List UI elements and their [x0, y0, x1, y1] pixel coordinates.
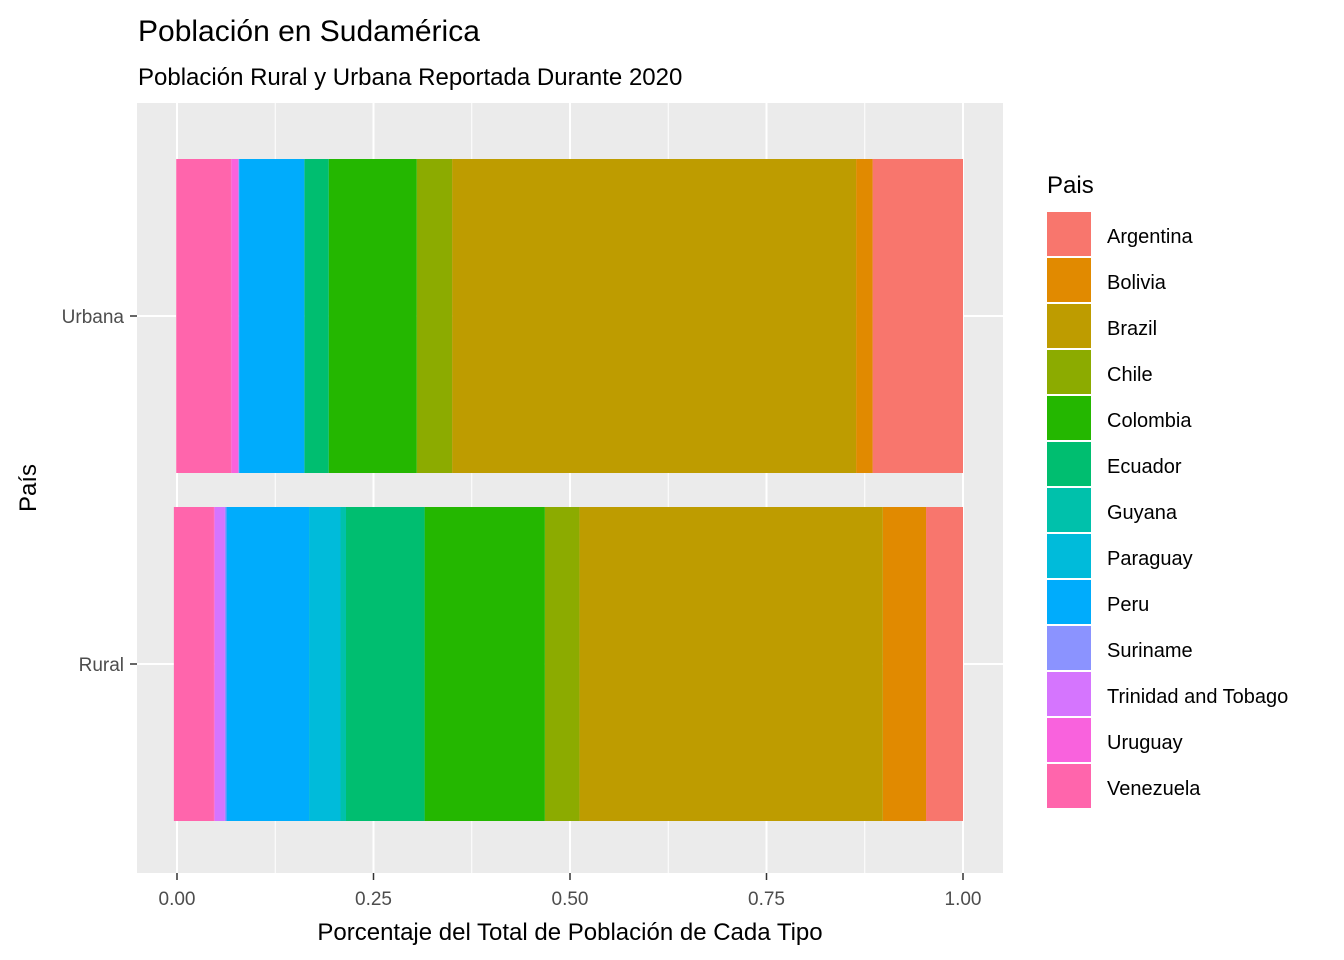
legend-key [1047, 304, 1091, 348]
legend-label: Argentina [1107, 226, 1193, 248]
y-axis-title: País [15, 464, 42, 512]
legend-label: Ecuador [1107, 456, 1182, 478]
bar-urbana-brazil [452, 159, 857, 473]
bar-rural-suriname [224, 507, 227, 821]
x-tick-label: 0.25 [355, 889, 392, 910]
bar-rural-colombia [424, 507, 545, 821]
bar-rural-bolivia [882, 507, 927, 821]
legend-label: Guyana [1107, 502, 1178, 524]
bar-urbana-argentina [872, 159, 963, 473]
legend-key [1047, 396, 1091, 440]
legend-key [1047, 350, 1091, 394]
chart-subtitle: Población Rural y Urbana Reportada Duran… [138, 64, 682, 91]
x-tick-label: 0.00 [159, 889, 196, 910]
legend-key [1047, 534, 1091, 578]
legend-label: Bolivia [1107, 272, 1167, 294]
x-tick-label: 0.50 [552, 889, 589, 910]
legend-key [1047, 672, 1091, 716]
bar-urbana-chile [416, 159, 453, 473]
legend-key [1047, 258, 1091, 302]
bar-urbana-bolivia [856, 159, 873, 473]
legend-label: Colombia [1107, 410, 1192, 432]
bar-rural-brazil [579, 507, 883, 821]
legend-label: Trinidad and Tobago [1107, 686, 1288, 708]
bar-rural-argentina [926, 507, 963, 821]
bar-rural-guyana [340, 507, 346, 821]
legend: Pais Argentina Bolivia Brazil Chile Colombia… [1047, 172, 1288, 808]
legend-label: Venezuela [1107, 778, 1201, 800]
legend-label: Chile [1107, 364, 1153, 386]
bar-urbana-ecuador [304, 159, 329, 473]
bar-rural-ecuador [345, 507, 425, 821]
bar-rural-chile [544, 507, 580, 821]
bar-urbana-uruguay [231, 159, 239, 473]
bar-rural-uruguay [213, 507, 215, 821]
legend-label: Brazil [1107, 318, 1157, 340]
legend-key [1047, 488, 1091, 532]
legend-title: Pais [1047, 172, 1094, 199]
chart-title: Población en Sudamérica [138, 15, 480, 48]
legend-key [1047, 442, 1091, 486]
bar-urbana-venezuela [176, 159, 232, 473]
bar-rural-venezuela [173, 507, 214, 821]
legend-label: Paraguay [1107, 548, 1193, 570]
bar-urbana-peru [239, 159, 305, 473]
x-axis-title: Porcentaje del Total de Población de Cad… [317, 919, 822, 946]
legend-key [1047, 626, 1091, 670]
legend-label: Uruguay [1107, 732, 1183, 754]
x-tick-label: 1.00 [945, 889, 982, 910]
x-tick-label: 0.75 [748, 889, 785, 910]
bar-urbana-colombia [328, 159, 417, 473]
legend-key [1047, 764, 1091, 808]
bars [173, 159, 963, 821]
x-axis: 0.00 0.25 0.50 0.75 1.00 [159, 873, 982, 910]
bar-rural-peru [226, 507, 310, 821]
legend-label: Peru [1107, 594, 1149, 616]
bar-rural-paraguay [309, 507, 341, 821]
y-axis: Urbana Rural [62, 307, 137, 676]
legend-key [1047, 718, 1091, 762]
legend-key [1047, 212, 1091, 256]
y-tick-label: Urbana [62, 307, 125, 328]
legend-key [1047, 580, 1091, 624]
legend-label: Suriname [1107, 640, 1193, 662]
bar-rural-trinidad-and-tobago [214, 507, 225, 821]
y-tick-label: Rural [79, 655, 124, 676]
bar-urbana-suriname [238, 159, 240, 473]
